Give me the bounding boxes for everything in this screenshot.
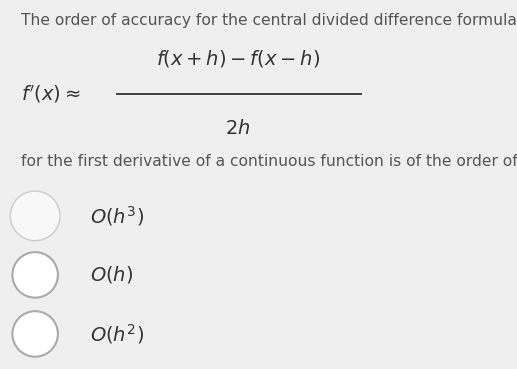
Text: $O(h)$: $O(h)$: [90, 265, 134, 285]
Text: $O(h^3)$: $O(h^3)$: [90, 204, 144, 228]
Text: $f(x+h) - f(x-h)$: $f(x+h) - f(x-h)$: [156, 48, 320, 69]
Text: $2h$: $2h$: [225, 119, 251, 138]
Text: $f'(x) \approx$: $f'(x) \approx$: [21, 83, 80, 105]
Ellipse shape: [12, 252, 58, 298]
Ellipse shape: [10, 191, 60, 241]
Text: The order of accuracy for the central divided difference formula: The order of accuracy for the central di…: [21, 13, 516, 28]
Text: $O(h^2)$: $O(h^2)$: [90, 322, 144, 346]
Ellipse shape: [12, 311, 58, 357]
Text: for the first derivative of a continuous function is of the order of: for the first derivative of a continuous…: [21, 154, 517, 169]
